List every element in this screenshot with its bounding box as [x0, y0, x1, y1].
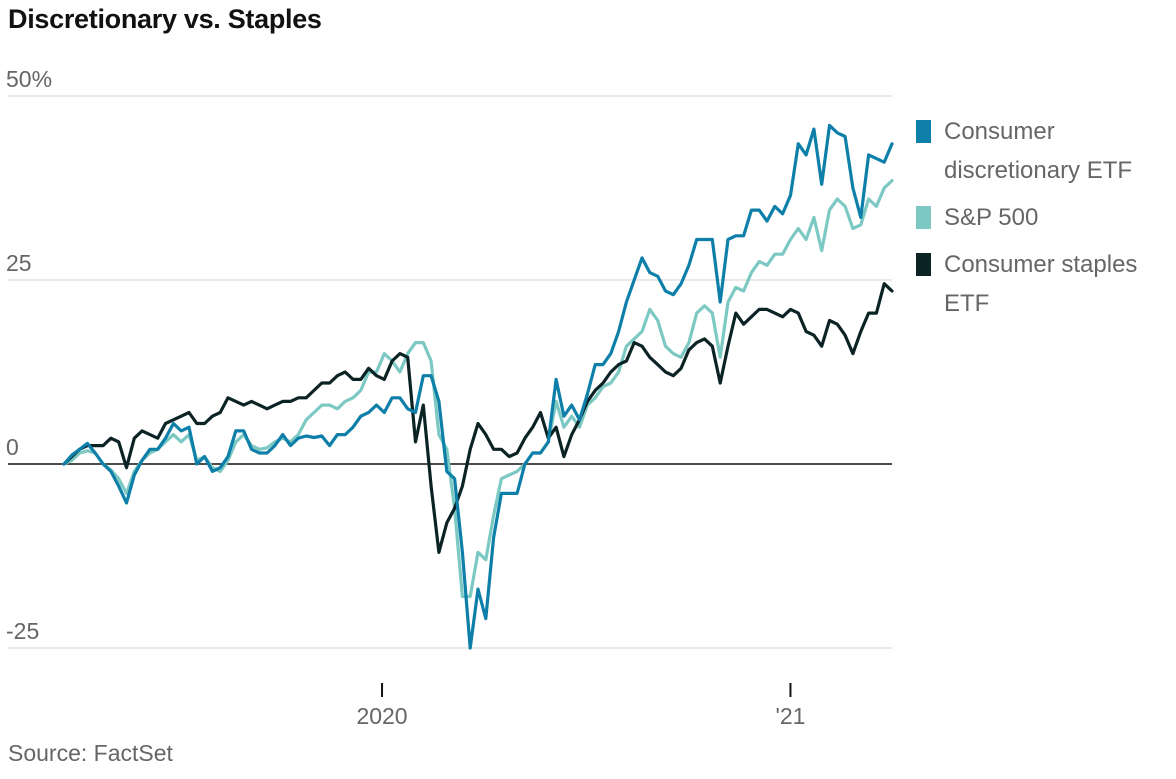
legend-label: S&P 500	[944, 204, 1039, 231]
series-line-sp500	[62, 179, 894, 599]
legend-item-consumer-staples: Consumer staples ETF	[912, 245, 1174, 323]
x-tick-label: '21	[775, 703, 805, 729]
legend-swatch-discretionary	[916, 120, 931, 143]
y-tick-label: 25	[6, 250, 32, 276]
y-axis-ticks: 50% 25 0 -25	[6, 66, 52, 644]
x-axis-ticks: 2020 '21	[356, 683, 805, 729]
legend-item-consumer-discretionary: Consumer discretionary ETF	[912, 112, 1174, 190]
series-line-consumer-discretionary	[62, 123, 894, 650]
legend-label: Consumer staples ETF	[944, 251, 1138, 317]
source-note: Source: FactSet	[8, 740, 173, 766]
legend-swatch-staples	[916, 253, 931, 276]
gridlines	[8, 95, 892, 649]
legend: Consumer discretionary ETF S&P 500 Consu…	[912, 112, 1174, 331]
y-tick-label: -25	[6, 618, 39, 644]
legend-swatch-sp500	[916, 206, 931, 229]
y-tick-label: 0	[6, 434, 19, 460]
x-tick-label: 2020	[356, 703, 407, 729]
y-tick-label: 50%	[6, 66, 52, 92]
series-line-consumer-staples	[62, 282, 894, 554]
legend-item-sp500: S&P 500	[912, 198, 1174, 237]
chart-title: Discretionary vs. Staples	[8, 4, 322, 34]
series-lines	[62, 123, 894, 650]
legend-label: Consumer discretionary ETF	[944, 118, 1133, 184]
